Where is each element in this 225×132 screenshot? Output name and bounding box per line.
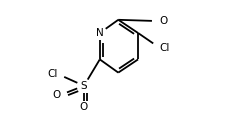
Text: O: O (79, 102, 88, 112)
Text: Cl: Cl (47, 69, 57, 79)
Text: N: N (95, 28, 103, 38)
Text: S: S (80, 81, 87, 91)
Text: Cl: Cl (158, 43, 169, 53)
Text: O: O (158, 16, 167, 26)
Text: O: O (52, 90, 60, 100)
